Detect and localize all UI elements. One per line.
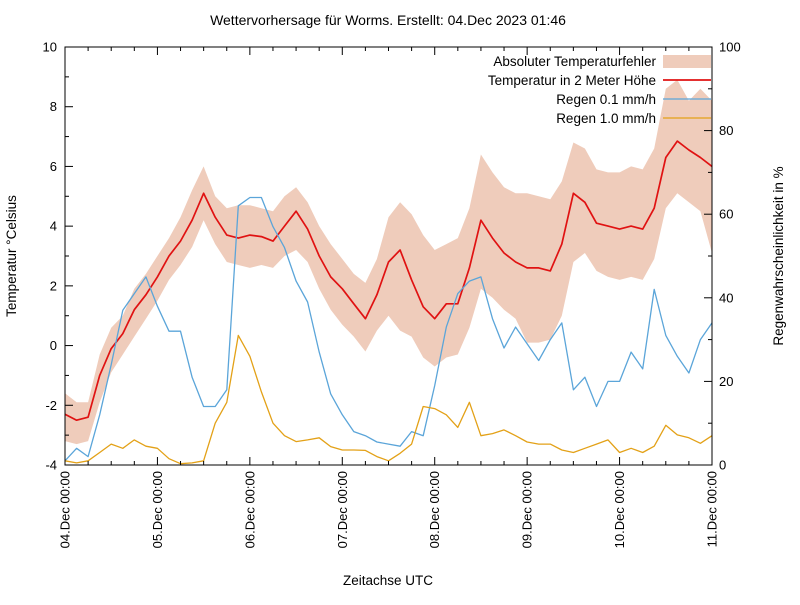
y-axis-right-label: Regenwahrscheinlichkeit in % xyxy=(771,166,786,345)
x-tick-label: 10.Dec 00:00 xyxy=(612,471,627,548)
y-left-tick-label: 10 xyxy=(43,40,57,55)
legend-label: Regen 0.1 mm/h xyxy=(556,92,656,107)
y-left-tick-label: -2 xyxy=(45,398,57,413)
legend-label: Absoluter Temperaturfehler xyxy=(493,54,656,69)
chart-title: Wettervorhersage für Worms. Erstellt: 04… xyxy=(210,12,566,28)
y-right-tick-label: 80 xyxy=(719,123,733,138)
x-tick-label: 08.Dec 00:00 xyxy=(427,471,442,548)
y-left-tick-label: 0 xyxy=(50,338,57,353)
legend: Absoluter Temperaturfehler Temperatur in … xyxy=(488,54,711,126)
data-series-lines xyxy=(64,140,713,465)
x-tick-label: 07.Dec 00:00 xyxy=(335,471,350,548)
rain-01-line xyxy=(64,196,713,462)
axes-and-ticks: 04.Dec 00:00 05.Dec 00:00 06.Dec 00:00 07.D… xyxy=(43,40,741,549)
x-tick-label: 04.Dec 00:00 xyxy=(58,471,73,548)
y-left-tick-label: -4 xyxy=(45,458,57,473)
legend-label: Regen 1.0 mm/h xyxy=(556,111,656,126)
rain-10-line xyxy=(64,334,713,465)
y-right-tick-label: 40 xyxy=(719,290,733,305)
x-tick-label: 06.Dec 00:00 xyxy=(242,471,257,548)
x-tick-label: 11.Dec 00:00 xyxy=(705,471,720,547)
y-right-tick-label: 100 xyxy=(719,40,741,55)
y-left-tick-label: 6 xyxy=(50,159,57,174)
legend-band-swatch xyxy=(663,55,711,68)
y-axis-left-label: Temperatur °Celsius xyxy=(4,195,19,317)
y-left-tick-label: 2 xyxy=(50,278,57,293)
y-right-tick-label: 20 xyxy=(719,374,733,389)
x-tick-label: 05.Dec 00:00 xyxy=(150,471,165,548)
y-right-tick-label: 0 xyxy=(719,458,726,473)
x-tick-label: 09.Dec 00:00 xyxy=(520,471,535,548)
temperature-line xyxy=(64,140,713,422)
y-left-tick-label: 8 xyxy=(50,99,57,114)
legend-label: Temperatur in 2 Meter Höhe xyxy=(488,73,656,88)
y-left-tick-label: 4 xyxy=(50,219,57,234)
y-right-tick-label: 60 xyxy=(719,207,733,222)
x-axis-label: Zeitachse UTC xyxy=(343,573,433,588)
